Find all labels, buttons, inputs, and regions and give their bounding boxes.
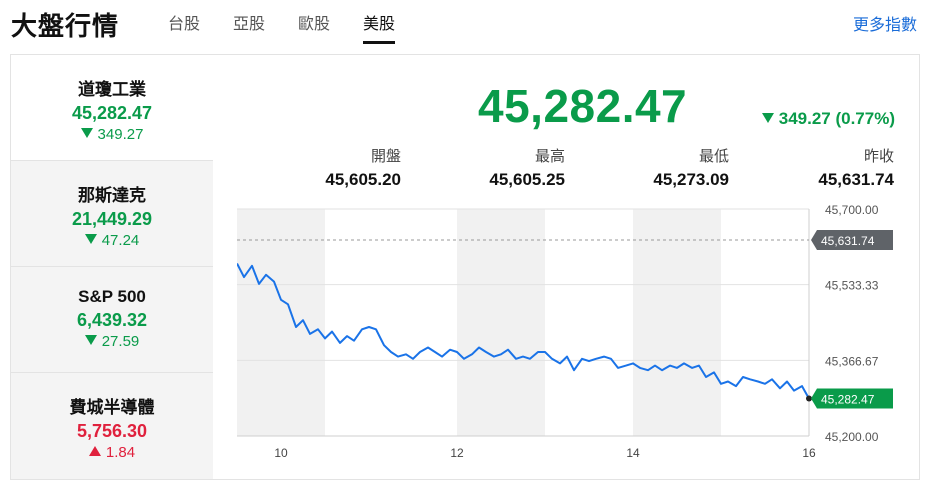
index-change: 47.24 xyxy=(11,232,213,249)
stat-value: 45,631.74 xyxy=(818,170,894,189)
stat-value: 45,605.20 xyxy=(325,170,401,189)
down-triangle-icon xyxy=(80,128,93,138)
index-item-sp500[interactable]: S&P 500 6,439.32 27.59 xyxy=(11,267,213,373)
down-triangle-icon xyxy=(84,234,97,244)
page-title: 大盤行情 xyxy=(11,11,120,41)
index-item-sox[interactable]: 費城半導體 5,756.30 1.84 xyxy=(11,373,213,479)
x-tick-label: 12 xyxy=(450,446,464,460)
stat-value: 45,273.09 xyxy=(653,170,729,189)
session-band xyxy=(457,209,545,436)
stat-label: 最高 xyxy=(534,148,565,165)
up-triangle-icon xyxy=(88,446,101,456)
header: 大盤行情 台股 亞股 歐股 美股 更多指數 xyxy=(0,0,925,46)
current-value: 45,282.47 xyxy=(478,80,688,132)
stat-open: 開盤 45,605.20 xyxy=(241,145,401,190)
session-band xyxy=(633,209,721,436)
index-name: 那斯達克 xyxy=(78,186,146,205)
index-name: 道瓊工業 xyxy=(78,80,146,99)
index-change-value: 349.27 xyxy=(97,126,144,143)
session-band xyxy=(237,209,325,436)
index-name: S&P 500 xyxy=(78,287,146,306)
last-price-label-bg xyxy=(811,388,893,409)
stat-low: 最低 45,273.09 xyxy=(569,145,729,190)
y-tick-label: 45,700.00 xyxy=(825,205,879,217)
index-item-nasdaq[interactable]: 那斯達克 21,449.29 47.24 xyxy=(11,161,213,267)
tab-europe[interactable]: 歐股 xyxy=(298,16,331,33)
x-tick-label: 10 xyxy=(274,446,288,460)
x-tick-label: 16 xyxy=(802,446,816,460)
down-triangle-icon xyxy=(761,113,774,123)
index-item-dow[interactable]: 道瓊工業 45,282.47 349.27 xyxy=(11,55,213,161)
index-change: 349.27 xyxy=(11,126,213,143)
y-tick-label: 45,200.00 xyxy=(825,430,879,444)
stat-label: 昨收 xyxy=(863,148,894,165)
prev-close-label: 45,631.74 xyxy=(821,234,875,248)
y-tick-label: 45,533.33 xyxy=(825,279,879,293)
tab-taiwan[interactable]: 台股 xyxy=(168,16,201,33)
index-change-value: 1.84 xyxy=(105,444,136,461)
index-value: 45,282.47 xyxy=(71,103,153,123)
index-change: 1.84 xyxy=(11,444,213,461)
index-value: 6,439.32 xyxy=(76,310,148,330)
last-price-label: 45,282.47 xyxy=(821,393,875,407)
stat-prev-close: 昨收 45,631.74 xyxy=(734,145,894,190)
market-panel: 道瓊工業 45,282.47 349.27 那斯達克 21,449.29 47.… xyxy=(10,54,920,480)
down-triangle-icon xyxy=(84,335,97,345)
index-value: 5,756.30 xyxy=(76,421,148,441)
index-change-value: 27.59 xyxy=(101,333,140,350)
tab-us[interactable]: 美股 xyxy=(363,10,396,44)
current-change: 349.27 (0.77%) xyxy=(761,109,895,129)
market-tabs: 台股 亞股 歐股 美股 xyxy=(168,10,428,44)
last-point-marker xyxy=(806,395,812,402)
index-value: 21,449.29 xyxy=(71,209,153,229)
stat-high: 最高 45,605.25 xyxy=(405,145,565,190)
x-tick-label: 14 xyxy=(626,446,640,460)
index-change: 27.59 xyxy=(11,333,213,350)
tab-asia[interactable]: 亞股 xyxy=(233,16,266,33)
price-line xyxy=(237,263,810,400)
intraday-chart[interactable]: 45,700.00 45,533.33 45,366.67 45,200.00 10 12… xyxy=(237,205,917,475)
index-list: 道瓊工業 45,282.47 349.27 那斯達克 21,449.29 47.… xyxy=(11,55,213,479)
stat-label: 開盤 xyxy=(370,148,401,165)
stat-label: 最低 xyxy=(698,148,729,165)
current-change-value: 349.27 (0.77%) xyxy=(778,109,895,128)
y-tick-label: 45,366.67 xyxy=(825,354,879,368)
quote-stats: 開盤 45,605.20 最高 45,605.25 最低 45,273.09 昨… xyxy=(211,145,897,195)
index-change-value: 47.24 xyxy=(101,232,140,249)
stat-value: 45,605.25 xyxy=(489,170,565,189)
index-name: 費城半導體 xyxy=(69,398,155,417)
prev-close-label-bg xyxy=(811,229,893,250)
more-indices-link[interactable]: 更多指數 xyxy=(852,17,917,34)
